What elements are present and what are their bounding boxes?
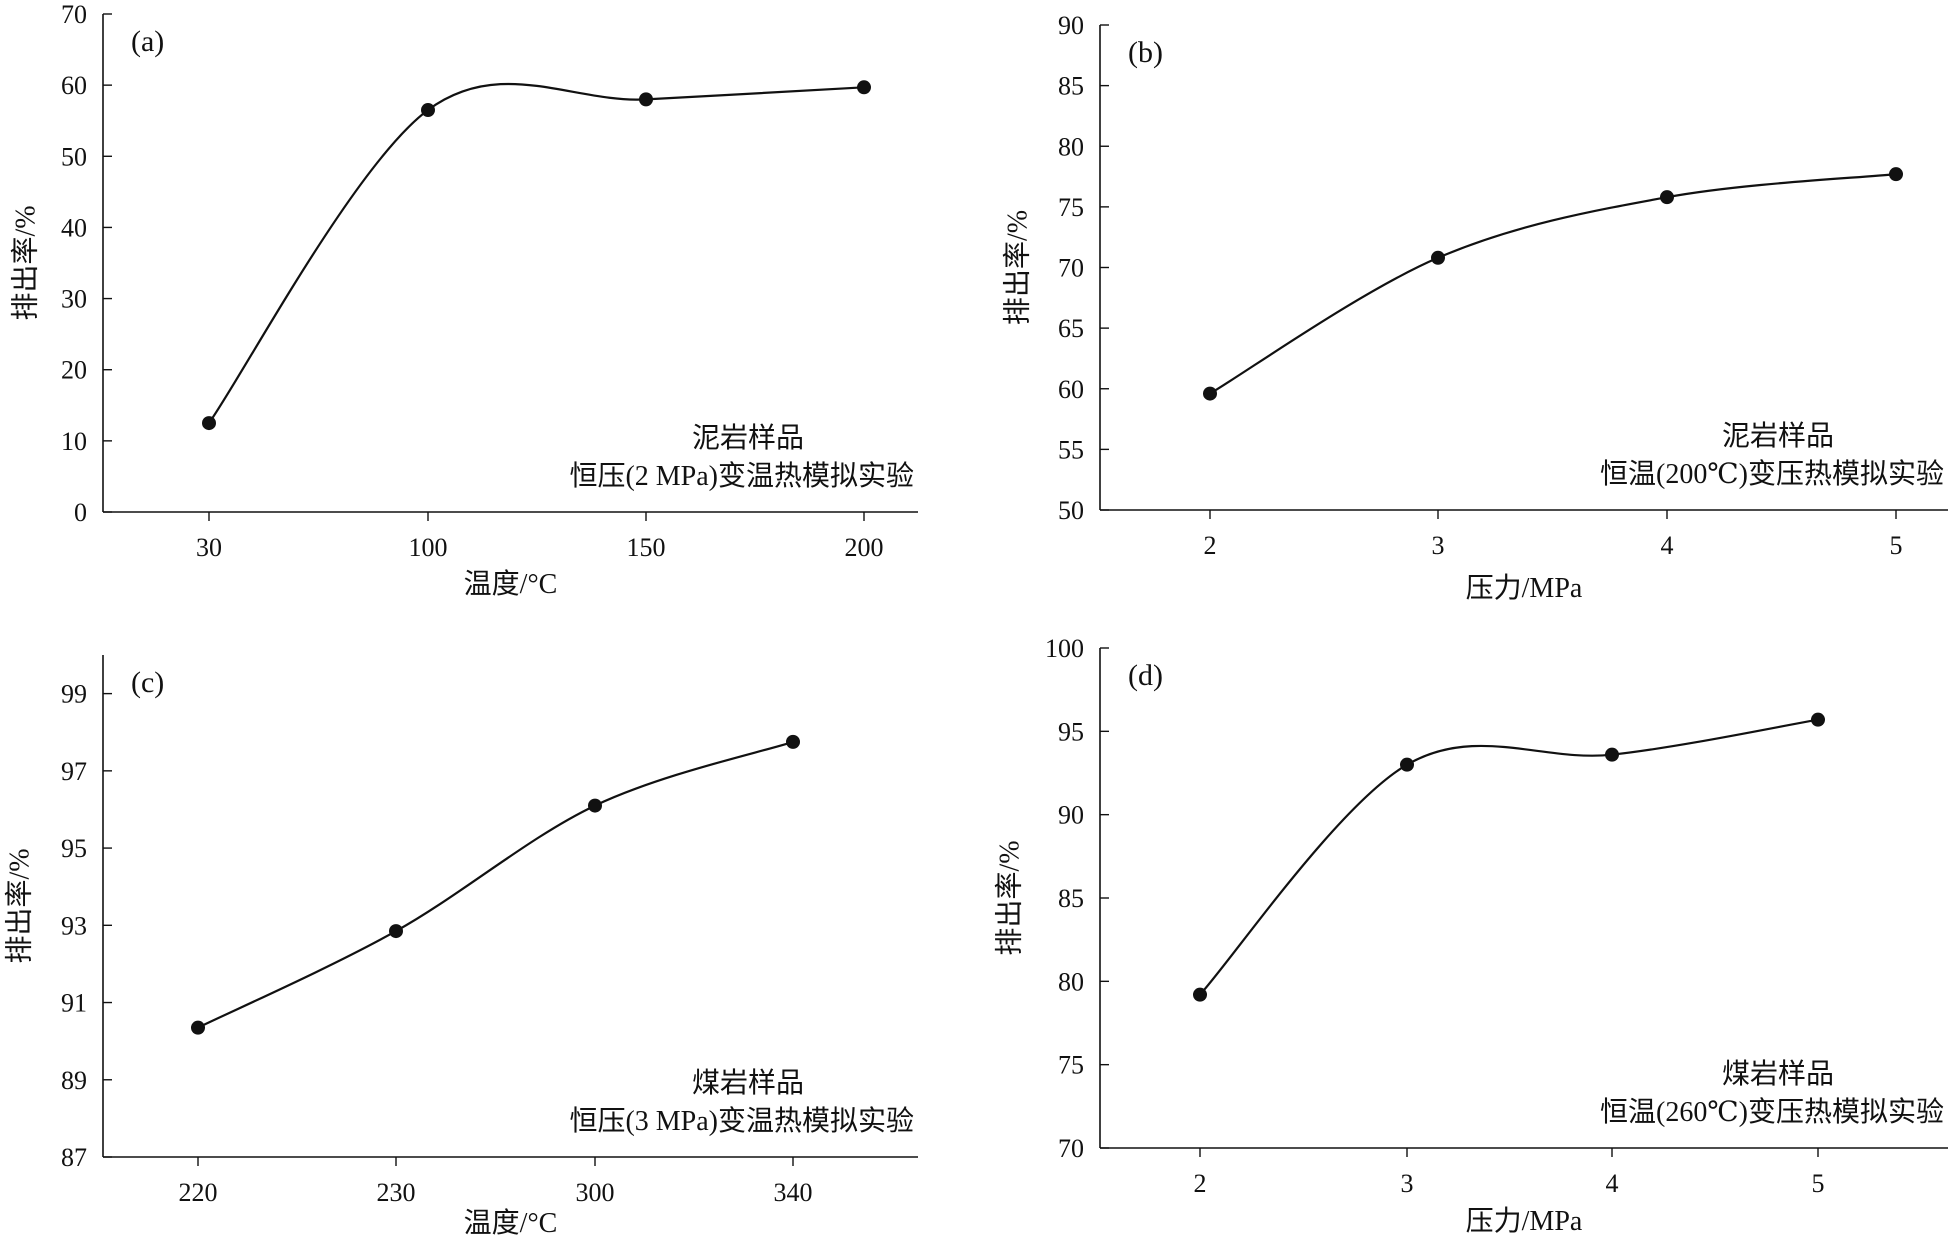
- x-tick-label: 300: [576, 1178, 615, 1207]
- x-tick-label: 230: [377, 1178, 416, 1207]
- data-point-300: [588, 798, 602, 813]
- data-point-2: [1203, 386, 1217, 401]
- data-point-200: [857, 80, 871, 95]
- y-tick-label: 65: [1058, 314, 1084, 343]
- y-axis-title: 排出率/%: [993, 840, 1025, 955]
- series-line: [208, 82, 865, 424]
- y-tick-label: 97: [61, 757, 87, 786]
- y-tick-label: 60: [1058, 375, 1084, 404]
- y-tick-label: 20: [61, 356, 87, 385]
- y-tick-label: 99: [61, 680, 87, 709]
- x-tick-label: 5: [1890, 531, 1903, 560]
- data-point-30: [202, 416, 216, 431]
- x-tick-label: 150: [627, 533, 666, 562]
- series-line: [1209, 173, 1897, 395]
- y-tick-label: 0: [74, 498, 87, 527]
- y-tick-label: 10: [61, 427, 87, 456]
- y-tick-label: 91: [61, 989, 87, 1018]
- x-tick-label: 2: [1204, 531, 1217, 560]
- panel-label: (c): [131, 666, 164, 699]
- experiment-annotation: 恒压(3 MPa)变温热模拟实验: [569, 1105, 914, 1137]
- y-tick-label: 95: [61, 834, 87, 863]
- data-point-220: [191, 1020, 205, 1035]
- experiment-annotation: 恒压(2 MPa)变温热模拟实验: [569, 460, 914, 492]
- data-point-2: [1193, 987, 1207, 1002]
- y-tick-label: 75: [1058, 1051, 1084, 1080]
- x-axis-title: 温度/°C: [464, 568, 558, 600]
- data-point-3: [1400, 757, 1414, 772]
- y-tick-label: 85: [1058, 884, 1084, 913]
- data-point-100: [421, 103, 435, 118]
- chart-panel-4: 70 75 80 85 90 95 100 2 3 4 5 压力/MPa 排出率/% (d) 煤岩样品恒温(…: [993, 634, 1948, 1237]
- chart-panel-1: 0 10 20 30 40 50 60 70 30 100 150 200 温度/°C 排出率/% (a) 泥…: [9, 0, 918, 600]
- x-tick-label: 2: [1194, 1169, 1207, 1198]
- y-tick-label: 95: [1058, 717, 1084, 746]
- y-tick-label: 80: [1058, 967, 1084, 996]
- y-tick-label: 55: [1058, 435, 1084, 464]
- y-tick-label: 90: [1058, 801, 1084, 830]
- sample-annotation: 煤岩样品: [692, 1067, 804, 1099]
- y-tick-label: 93: [61, 911, 87, 940]
- x-axis-title: 压力/MPa: [1466, 1205, 1583, 1237]
- y-tick-label: 75: [1058, 193, 1084, 222]
- y-axis-title: 排出率/%: [3, 848, 35, 963]
- chart-panel-2: 50 55 60 65 70 75 80 85 90 2 3 4 5 压力/MPa 排出率/% (b) 泥岩样品…: [1001, 11, 1948, 604]
- data-point-5: [1889, 167, 1903, 182]
- y-axis-title: 排出率/%: [9, 205, 41, 320]
- x-tick-label: 100: [409, 533, 448, 562]
- y-tick-label: 90: [1058, 11, 1084, 40]
- y-tick-label: 100: [1045, 634, 1084, 663]
- panel-label: (a): [131, 25, 164, 58]
- x-tick-label: 5: [1812, 1169, 1825, 1198]
- x-tick-label: 220: [179, 1178, 218, 1207]
- series-line: [1199, 718, 1819, 996]
- panel-label: (d): [1128, 659, 1163, 692]
- y-tick-label: 50: [1058, 496, 1084, 525]
- y-tick-label: 40: [61, 213, 87, 242]
- x-tick-label: 4: [1661, 531, 1674, 560]
- y-tick-label: 85: [1058, 72, 1084, 101]
- x-axis-title: 温度/°C: [464, 1207, 558, 1239]
- y-tick-label: 60: [61, 71, 87, 100]
- panel-label: (b): [1128, 36, 1163, 69]
- sample-annotation: 泥岩样品: [1722, 420, 1834, 452]
- y-tick-label: 89: [61, 1066, 87, 1095]
- y-tick-label: 70: [1058, 1134, 1084, 1163]
- series-line: [197, 740, 794, 1029]
- x-axis-title: 压力/MPa: [1466, 572, 1583, 604]
- x-tick-label: 200: [845, 533, 884, 562]
- y-tick-label: 80: [1058, 132, 1084, 161]
- data-point-4: [1660, 190, 1674, 205]
- x-tick-label: 340: [774, 1178, 813, 1207]
- y-axis-title: 排出率/%: [1001, 210, 1033, 325]
- data-point-3: [1431, 250, 1445, 265]
- x-tick-label: 4: [1606, 1169, 1619, 1198]
- chart-panel-3: 87 89 91 93 95 97 99 220 230 300 340 温度/°C 排出率/% (c) 煤…: [3, 655, 918, 1239]
- experiment-annotation: 恒温(200℃)变压热模拟实验: [1600, 458, 1944, 490]
- data-point-230: [389, 924, 403, 939]
- data-point-340: [786, 734, 800, 749]
- sample-annotation: 煤岩样品: [1722, 1058, 1834, 1090]
- experiment-annotation: 恒温(260℃)变压热模拟实验: [1600, 1096, 1944, 1128]
- x-tick-label: 30: [196, 533, 222, 562]
- y-tick-label: 30: [61, 285, 87, 314]
- data-point-4: [1605, 747, 1619, 762]
- y-tick-label: 50: [61, 142, 87, 171]
- data-point-5: [1811, 712, 1825, 727]
- x-tick-label: 3: [1432, 531, 1445, 560]
- y-tick-label: 70: [1058, 254, 1084, 283]
- y-tick-label: 70: [61, 0, 87, 29]
- y-tick-label: 87: [61, 1143, 87, 1172]
- sample-annotation: 泥岩样品: [692, 422, 804, 454]
- data-point-150: [639, 92, 653, 107]
- x-tick-label: 3: [1401, 1169, 1414, 1198]
